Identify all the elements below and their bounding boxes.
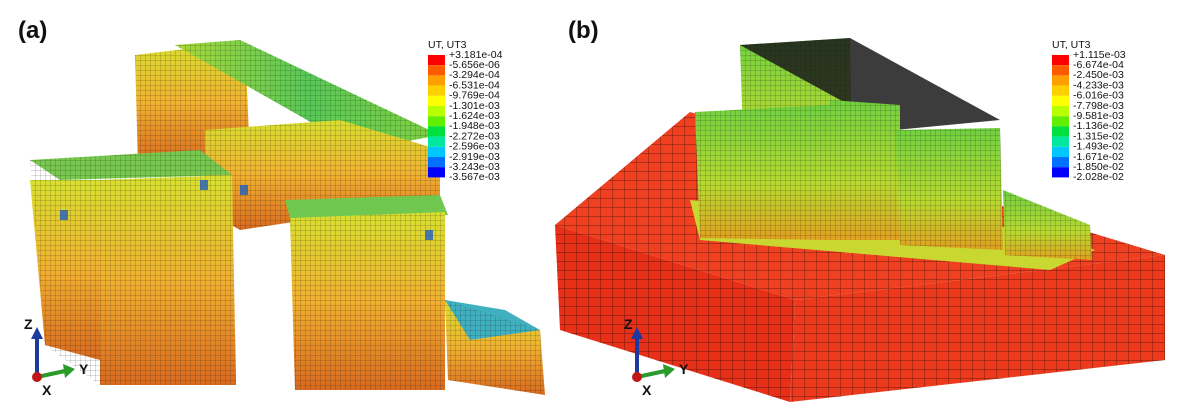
- legend-band: [1052, 116, 1069, 127]
- legend-band: [1052, 146, 1069, 157]
- legend-title: UT, UT3: [428, 39, 467, 51]
- legend-band: [428, 55, 445, 66]
- axis-x: [32, 372, 42, 382]
- legend-label: -6.531e-04: [449, 79, 500, 91]
- legend-label: -9.581e-03: [1073, 110, 1124, 122]
- legend-label: -1.136e-02: [1073, 120, 1124, 132]
- legend-band: [428, 116, 445, 127]
- legend-label: -2.272e-03: [449, 130, 500, 142]
- legend-band: [1052, 65, 1069, 76]
- legend-label: -3.243e-03: [449, 161, 500, 173]
- legend-band: [1052, 157, 1069, 168]
- axis-label-y: Y: [679, 361, 689, 377]
- panel-label: (b): [568, 17, 599, 44]
- legend-label: -4.233e-03: [1073, 79, 1124, 91]
- legend-band: [428, 65, 445, 76]
- legend-label: -9.769e-04: [449, 90, 500, 102]
- legend-label: -1.493e-02: [1073, 141, 1124, 153]
- legend-label: +3.181e-04: [449, 49, 503, 61]
- legend-title: UT, UT3: [1052, 39, 1091, 51]
- axis-y-head: [63, 364, 75, 378]
- legend-label: +1.115e-03: [1073, 49, 1126, 61]
- legend-band: [1052, 75, 1069, 86]
- legend-band: [428, 85, 445, 96]
- axis-label-x: X: [642, 382, 652, 398]
- model-b: [555, 38, 1165, 402]
- legend-band: [1052, 126, 1069, 137]
- legend-band: [428, 167, 445, 178]
- model-a: [30, 40, 545, 395]
- legend-band: [1052, 85, 1069, 96]
- axis-label-z: Z: [624, 316, 633, 332]
- legend-label: -3.567e-03: [449, 171, 500, 183]
- panel-label: (a): [18, 17, 47, 44]
- panel: (a) UT, UT3+3.181e-04-5.656e-06-3.294e-04…: [18, 17, 503, 398]
- legend-band: [428, 126, 445, 137]
- legend-label: -1.301e-03: [449, 100, 500, 112]
- legend-band: [428, 75, 445, 86]
- legend-label: -6.674e-04: [1073, 59, 1124, 71]
- legend-label: -1.671e-02: [1073, 151, 1124, 163]
- axis-z-head: [31, 327, 43, 339]
- legend-label: -2.028e-02: [1073, 171, 1124, 183]
- panel: (b) UT, UT3+1.115e-03-6.674e-04-2.450e-03…: [568, 17, 1126, 398]
- legend-band: [1052, 167, 1069, 178]
- legend-label: -2.450e-03: [1073, 69, 1124, 81]
- axis-label-x: X: [42, 382, 52, 398]
- legend-band: [428, 146, 445, 157]
- legend-band: [1052, 55, 1069, 66]
- legend-band: [428, 106, 445, 117]
- axis-z-head: [631, 327, 643, 339]
- legend-label: -1.315e-02: [1073, 130, 1124, 142]
- legend-label: -3.294e-04: [449, 69, 500, 81]
- legend-label: -1.624e-03: [449, 110, 500, 122]
- legend-label: -6.016e-03: [1073, 90, 1124, 102]
- axis-x: [632, 372, 642, 382]
- legend-band: [1052, 95, 1069, 106]
- legend-label: -1.850e-02: [1073, 161, 1124, 173]
- legend-label: -2.596e-03: [449, 141, 500, 153]
- legend-band: [428, 157, 445, 168]
- axis-label-z: Z: [24, 316, 33, 332]
- legend-label: -5.656e-06: [449, 59, 500, 71]
- legend-band: [428, 136, 445, 147]
- legend-label: -7.798e-03: [1073, 100, 1124, 112]
- legend-band: [1052, 106, 1069, 117]
- legend-label: -1.948e-03: [449, 120, 500, 132]
- legend-label: -2.919e-03: [449, 151, 500, 163]
- axis-label-y: Y: [79, 361, 89, 377]
- legend-band: [428, 95, 445, 106]
- legend-band: [1052, 136, 1069, 147]
- axis-y-head: [663, 364, 675, 378]
